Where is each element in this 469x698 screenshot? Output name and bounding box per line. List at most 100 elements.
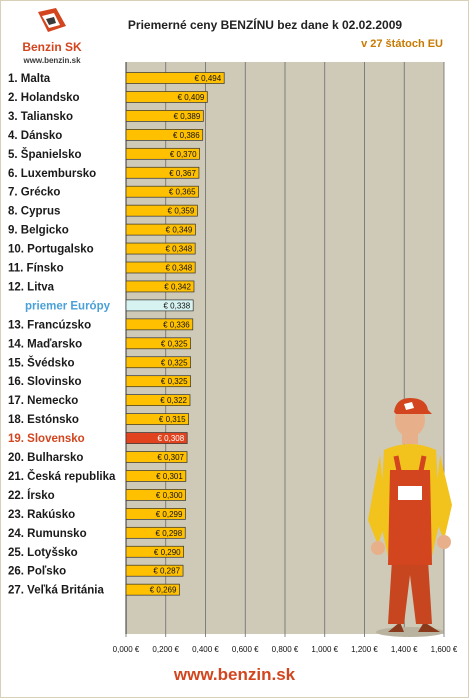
category-label: 9. Belgicko [8,225,69,237]
value-label: € 0,290 [154,548,181,557]
bar [125,489,186,501]
category-label: 20. Bulharsko [8,452,83,464]
bar [125,223,196,236]
bar [125,526,186,539]
x-tick-label: 0,800 € [272,645,299,654]
bar-average [125,299,194,312]
value-label: € 0,349 [166,226,193,235]
category-label: 15. Švédsko [8,356,74,369]
x-tick-label: 1,200 € [351,645,378,654]
value-label: € 0,307 [157,453,184,462]
bar [125,204,198,217]
value-label: € 0,325 [161,339,188,348]
value-label: € 0,367 [169,169,196,178]
bar [125,451,188,463]
x-tick-label: 1,000 € [311,645,338,654]
logo-text: Benzin SK [22,40,82,54]
bar [125,166,200,179]
x-tick-label: 1,400 € [391,645,418,654]
value-label: € 0,299 [156,510,183,519]
bar [125,394,191,406]
category-label: 18. Estónsko [8,414,79,426]
footer-site: www.benzin.sk [173,665,296,684]
bar [125,91,208,103]
bar-highlight [125,432,188,444]
category-label: 7. Grécko [8,187,60,199]
logo-url: www.benzin.sk [22,56,81,65]
x-tick-label: 1,600 € [431,645,458,654]
bar [125,413,189,425]
bar [125,129,204,141]
bar [125,280,195,293]
bar [125,72,225,84]
value-label: € 0,389 [174,112,201,121]
value-label: € 0,300 [156,491,183,500]
value-label: € 0,308 [158,434,185,443]
category-label: 3. Taliansko [8,111,73,123]
category-label: 21. Česká republika [8,470,116,483]
bar [125,318,194,331]
bar [125,470,187,482]
bar [125,375,191,388]
value-label: € 0,370 [170,150,197,159]
bars [125,72,225,596]
value-labels: € 0,494 € 0,409 € 0,389 € 0,386 € 0,370 € 0,3… [150,74,222,595]
chart-subtitle: v 27 štátoch EU [361,38,443,50]
value-label: € 0,315 [159,415,186,424]
average-label: priemer Európy [25,300,111,312]
bar [125,110,204,122]
category-label: 12. Litva [8,281,55,293]
category-label: 11. Fínsko [8,263,64,275]
category-label: 5. Španielsko [8,148,82,161]
category-label: 24. Rumunsko [8,528,87,540]
bar [125,185,199,198]
value-label: € 0,269 [150,586,177,595]
value-label: € 0,287 [153,567,180,576]
category-label: 10. Portugalsko [8,244,94,256]
bar [125,545,184,558]
category-label: 17. Nemecko [8,395,78,407]
logo-emblem-icon [38,8,66,32]
value-label: € 0,359 [168,207,195,216]
benzin-sk-logo: Benzin SK www.benzin.sk [22,8,82,65]
value-label: € 0,338 [163,301,190,310]
value-label: € 0,494 [194,74,221,83]
bar [125,261,196,274]
category-label: 22. Írsko [8,489,55,502]
category-labels: 1. Malta 2. Holandsko 3. Taliansko 4. Dánsk… [8,73,116,597]
category-label: 6. Luxembursko [8,168,96,180]
category-label: 2. Holandsko [8,92,80,104]
value-label: € 0,325 [161,377,188,386]
value-label: € 0,325 [161,358,188,367]
value-label: € 0,348 [165,245,192,254]
x-axis-ticks: 0,000 € 0,200 € 0,400 € 0,600 € 0,800 € 1,000… [113,645,458,654]
category-label: 19. Slovensko [8,433,85,445]
x-tick-label: 0,400 € [192,645,219,654]
value-label: € 0,322 [160,396,187,405]
value-label: € 0,298 [156,529,183,538]
x-tick-label: 0,200 € [152,645,179,654]
category-label: 8. Cyprus [8,206,60,218]
bar [125,147,200,160]
value-label: € 0,336 [163,320,190,329]
mascot-figure [368,398,452,637]
category-label: 4. Dánsko [8,130,62,142]
category-label: 25. Lotyšsko [8,547,78,559]
value-label: € 0,301 [156,472,183,481]
bar [125,356,191,369]
value-label: € 0,386 [173,131,200,140]
x-tick-label: 0,000 € [113,645,140,654]
bar [125,242,196,255]
category-label: 13. Francúzsko [8,319,91,331]
category-label: 27. Veľká Británia [8,585,104,597]
category-label: 14. Maďarsko [8,338,82,350]
category-label: 1. Malta [8,73,51,85]
value-label: € 0,365 [169,188,196,197]
bar [125,508,186,520]
chart-title: Priemerné ceny BENZÍNU bez dane k 02.02.… [127,18,403,32]
bar [125,337,191,350]
bar [125,583,180,596]
category-label: 26. Poľsko [8,566,66,578]
bar [125,564,184,577]
